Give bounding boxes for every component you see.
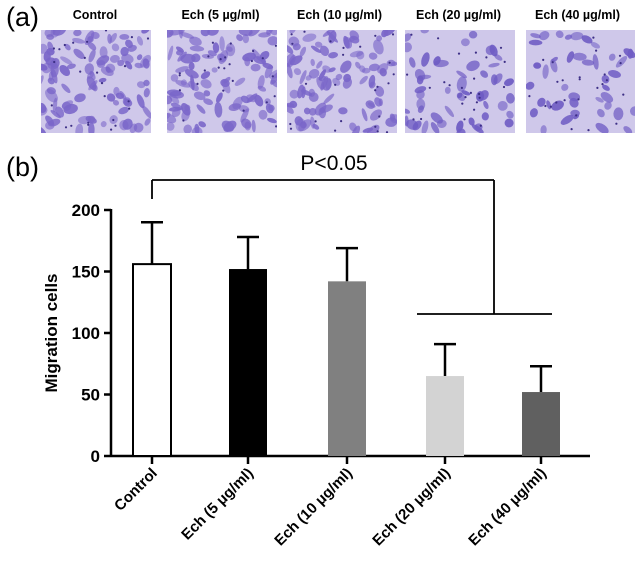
micrograph-title-ech5: Ech (5 µg/ml) bbox=[181, 8, 260, 22]
bar bbox=[328, 281, 366, 456]
micrograph-ech5 bbox=[167, 30, 277, 133]
micrograph-ech20 bbox=[405, 30, 515, 133]
bar bbox=[426, 376, 464, 456]
micrograph-title-ech20: Ech (20 µg/ml) bbox=[416, 8, 501, 22]
y-tick-label: 150 bbox=[72, 263, 100, 282]
x-tick-label: Ech (10 μg/ml) bbox=[271, 465, 356, 550]
y-axis-label: Migration cells bbox=[42, 273, 61, 392]
micrograph-title-ech10: Ech (10 µg/ml) bbox=[297, 8, 382, 22]
x-tick-label: Ech (40 μg/ml) bbox=[465, 465, 550, 550]
micrograph-title-control: Control bbox=[72, 8, 118, 22]
bar bbox=[522, 392, 560, 456]
bar bbox=[229, 269, 267, 456]
x-tick-label: Ech (20 μg/ml) bbox=[369, 465, 454, 550]
micrograph-ech40 bbox=[526, 30, 635, 133]
micrograph-ech10 bbox=[287, 30, 397, 133]
micrograph-control bbox=[41, 30, 151, 133]
panel-label-b: (b) bbox=[6, 152, 39, 182]
y-tick-label: 200 bbox=[72, 201, 100, 220]
y-tick-label: 50 bbox=[81, 386, 100, 405]
significance-annotation: P<0.05 bbox=[300, 152, 367, 175]
y-tick-label: 100 bbox=[72, 324, 100, 343]
micrograph-title-ech40: Ech (40 µg/ml) bbox=[535, 8, 620, 22]
x-tick-label: Ech (5 μg/ml) bbox=[178, 465, 257, 544]
bar bbox=[132, 263, 172, 457]
x-tick-label: Control bbox=[111, 465, 161, 515]
panel-label-a: (a) bbox=[6, 2, 39, 32]
y-tick-label: 0 bbox=[91, 447, 100, 466]
